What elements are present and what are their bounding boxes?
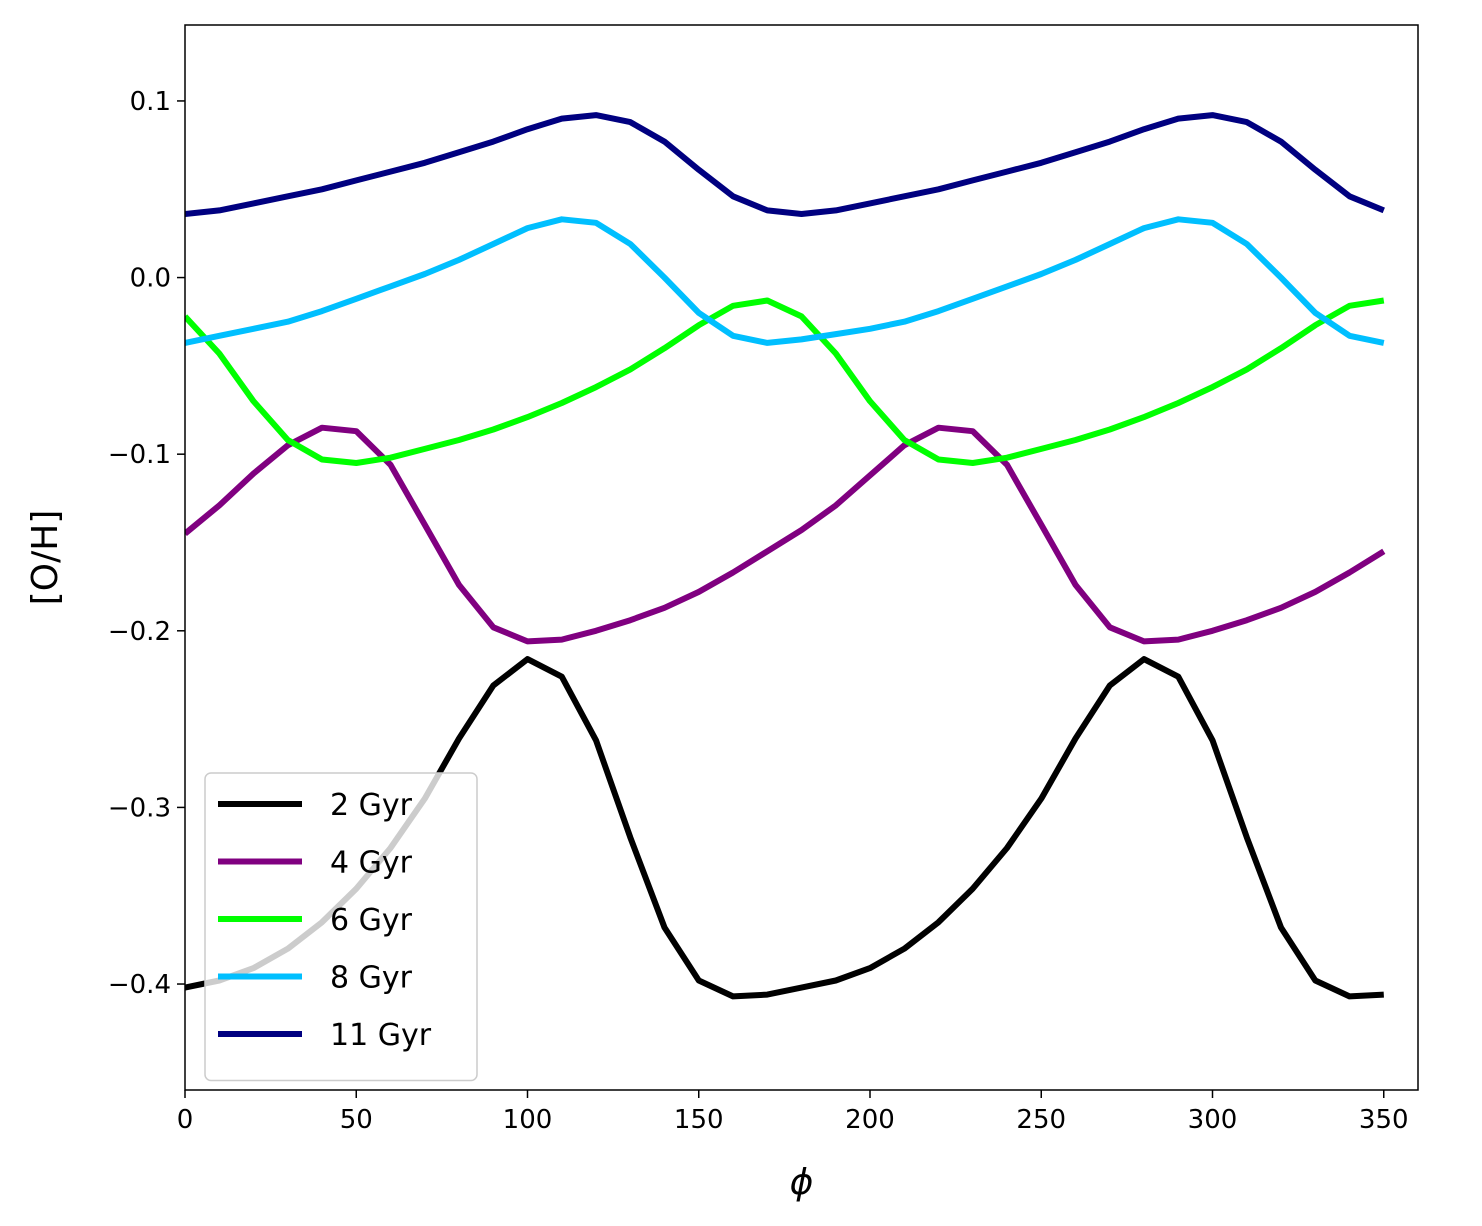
legend-label: 11 Gyr bbox=[330, 1018, 432, 1053]
y-tick-label: 0.0 bbox=[130, 264, 171, 294]
legend: 2 Gyr 4 Gyr 6 Gyr 8 Gyr 11 Gyr bbox=[204, 772, 478, 1082]
x-axis: 0 50 100 150 200 250 300 350 bbox=[177, 1090, 1409, 1135]
series-line-5 bbox=[185, 112, 1385, 217]
y-tick-label: −0.4 bbox=[108, 970, 171, 1000]
legend-label: 6 Gyr bbox=[330, 903, 413, 938]
series-line-3 bbox=[185, 297, 1385, 466]
y-axis-label: [O/H] bbox=[25, 510, 66, 606]
x-tick-label: 350 bbox=[1359, 1105, 1409, 1135]
legend-label: 2 Gyr bbox=[330, 788, 413, 823]
x-tick-label: 100 bbox=[503, 1105, 553, 1135]
plot-frame bbox=[184, 24, 1419, 1091]
y-tick-label: −0.1 bbox=[108, 440, 171, 470]
x-tick-label: 250 bbox=[1016, 1105, 1066, 1135]
x-tick-label: 150 bbox=[674, 1105, 724, 1135]
series-line-4 bbox=[185, 216, 1385, 346]
x-axis-label: ϕ bbox=[790, 1162, 814, 1203]
x-tick-label: 300 bbox=[1188, 1105, 1238, 1135]
legend-label: 4 Gyr bbox=[330, 846, 413, 881]
y-tick-label: −0.3 bbox=[108, 793, 171, 823]
legend-box bbox=[204, 772, 478, 1082]
x-tick-label: 200 bbox=[845, 1105, 895, 1135]
legend-label: 8 Gyr bbox=[330, 961, 413, 996]
x-tick-label: 0 bbox=[177, 1105, 194, 1135]
y-tick-label: 0.1 bbox=[130, 87, 171, 117]
y-axis: −0.4 −0.3 −0.2 −0.1 0.0 0.1 bbox=[108, 87, 185, 1000]
y-tick-label: −0.2 bbox=[108, 617, 171, 647]
x-tick-label: 50 bbox=[340, 1105, 373, 1135]
